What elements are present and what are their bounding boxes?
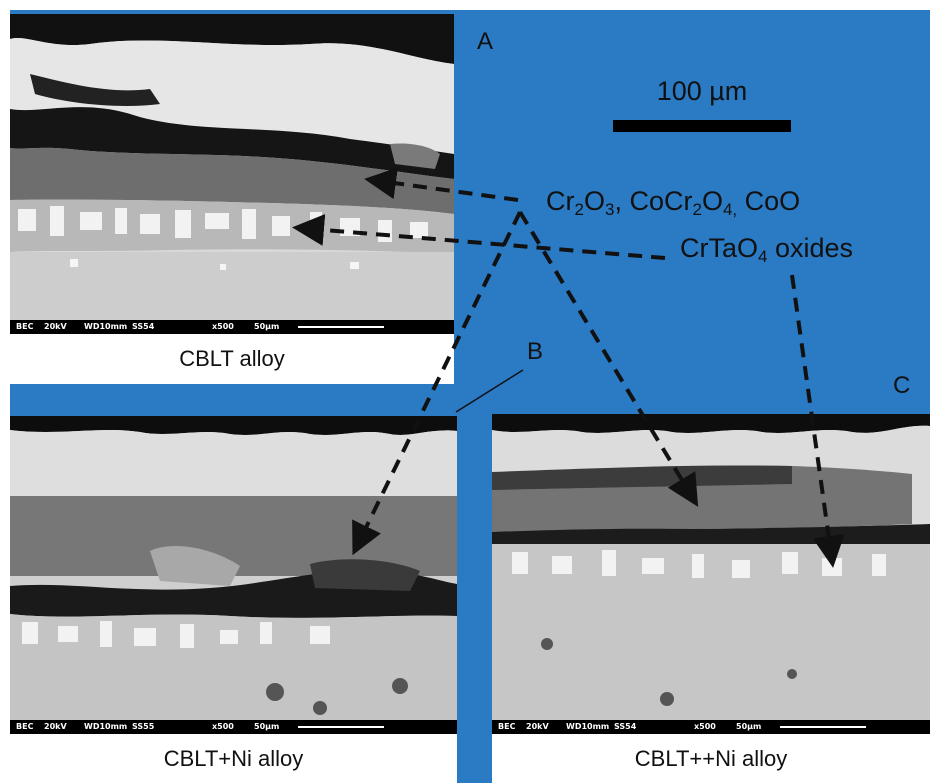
- databar-mag: x500: [212, 722, 234, 731]
- caption-a: CBLT alloy: [10, 334, 454, 384]
- sem-image-a: BEC 20kV WD10mm SS54 x500 50µm: [10, 14, 454, 334]
- databar-scale: 50µm: [736, 722, 762, 731]
- databar-sample: SS54: [614, 722, 637, 731]
- sem-image-b: BEC 20kV WD10mm SS55 x500 50µm: [10, 416, 457, 734]
- sem-micrograph-c: [492, 414, 930, 734]
- sem-micrograph-a: [10, 14, 454, 334]
- databar-kv: 20kV: [44, 722, 67, 731]
- scale-bar: [613, 120, 791, 132]
- databar-wd: WD10mm: [84, 722, 128, 731]
- databar-mode: BEC: [498, 722, 516, 731]
- databar-scale-bar: [298, 726, 384, 728]
- databar-wd: WD10mm: [566, 722, 610, 731]
- sem-micrograph-b: [10, 416, 457, 734]
- databar-kv: 20kV: [526, 722, 549, 731]
- databar-c: BEC 20kV WD10mm SS54 x500 50µm: [492, 720, 930, 734]
- scale-bar-label: 100 µm: [656, 76, 748, 106]
- panel-label-a: A: [477, 28, 494, 55]
- databar-wd: WD10mm: [84, 322, 128, 331]
- databar-kv: 20kV: [44, 322, 67, 331]
- databar-b: BEC 20kV WD10mm SS55 x500 50µm: [10, 720, 457, 734]
- databar-mag: x500: [212, 322, 234, 331]
- oxide-label-line1: Cr2O3, CoCr2O4, CoO: [546, 186, 801, 219]
- sem-image-c: BEC 20kV WD10mm SS54 x500 50µm: [492, 414, 930, 734]
- databar-sample: SS55: [132, 722, 155, 731]
- databar-mode: BEC: [16, 722, 34, 731]
- databar-a: BEC 20kV WD10mm SS54 x500 50µm: [10, 320, 454, 334]
- databar-scale: 50µm: [254, 722, 280, 731]
- databar-sample: SS54: [132, 322, 155, 331]
- panel-label-b: B: [527, 338, 544, 365]
- databar-mode: BEC: [16, 322, 34, 331]
- caption-b: CBLT+Ni alloy: [10, 734, 457, 783]
- databar-scale-bar: [780, 726, 866, 728]
- databar-mag: x500: [694, 722, 716, 731]
- oxide-label-line2: CrTaO4 oxides: [680, 233, 854, 266]
- panel-label-c: C: [893, 372, 911, 399]
- databar-scale-bar: [298, 326, 384, 328]
- databar-scale: 50µm: [254, 322, 280, 331]
- caption-c: CBLT++Ni alloy: [492, 734, 930, 783]
